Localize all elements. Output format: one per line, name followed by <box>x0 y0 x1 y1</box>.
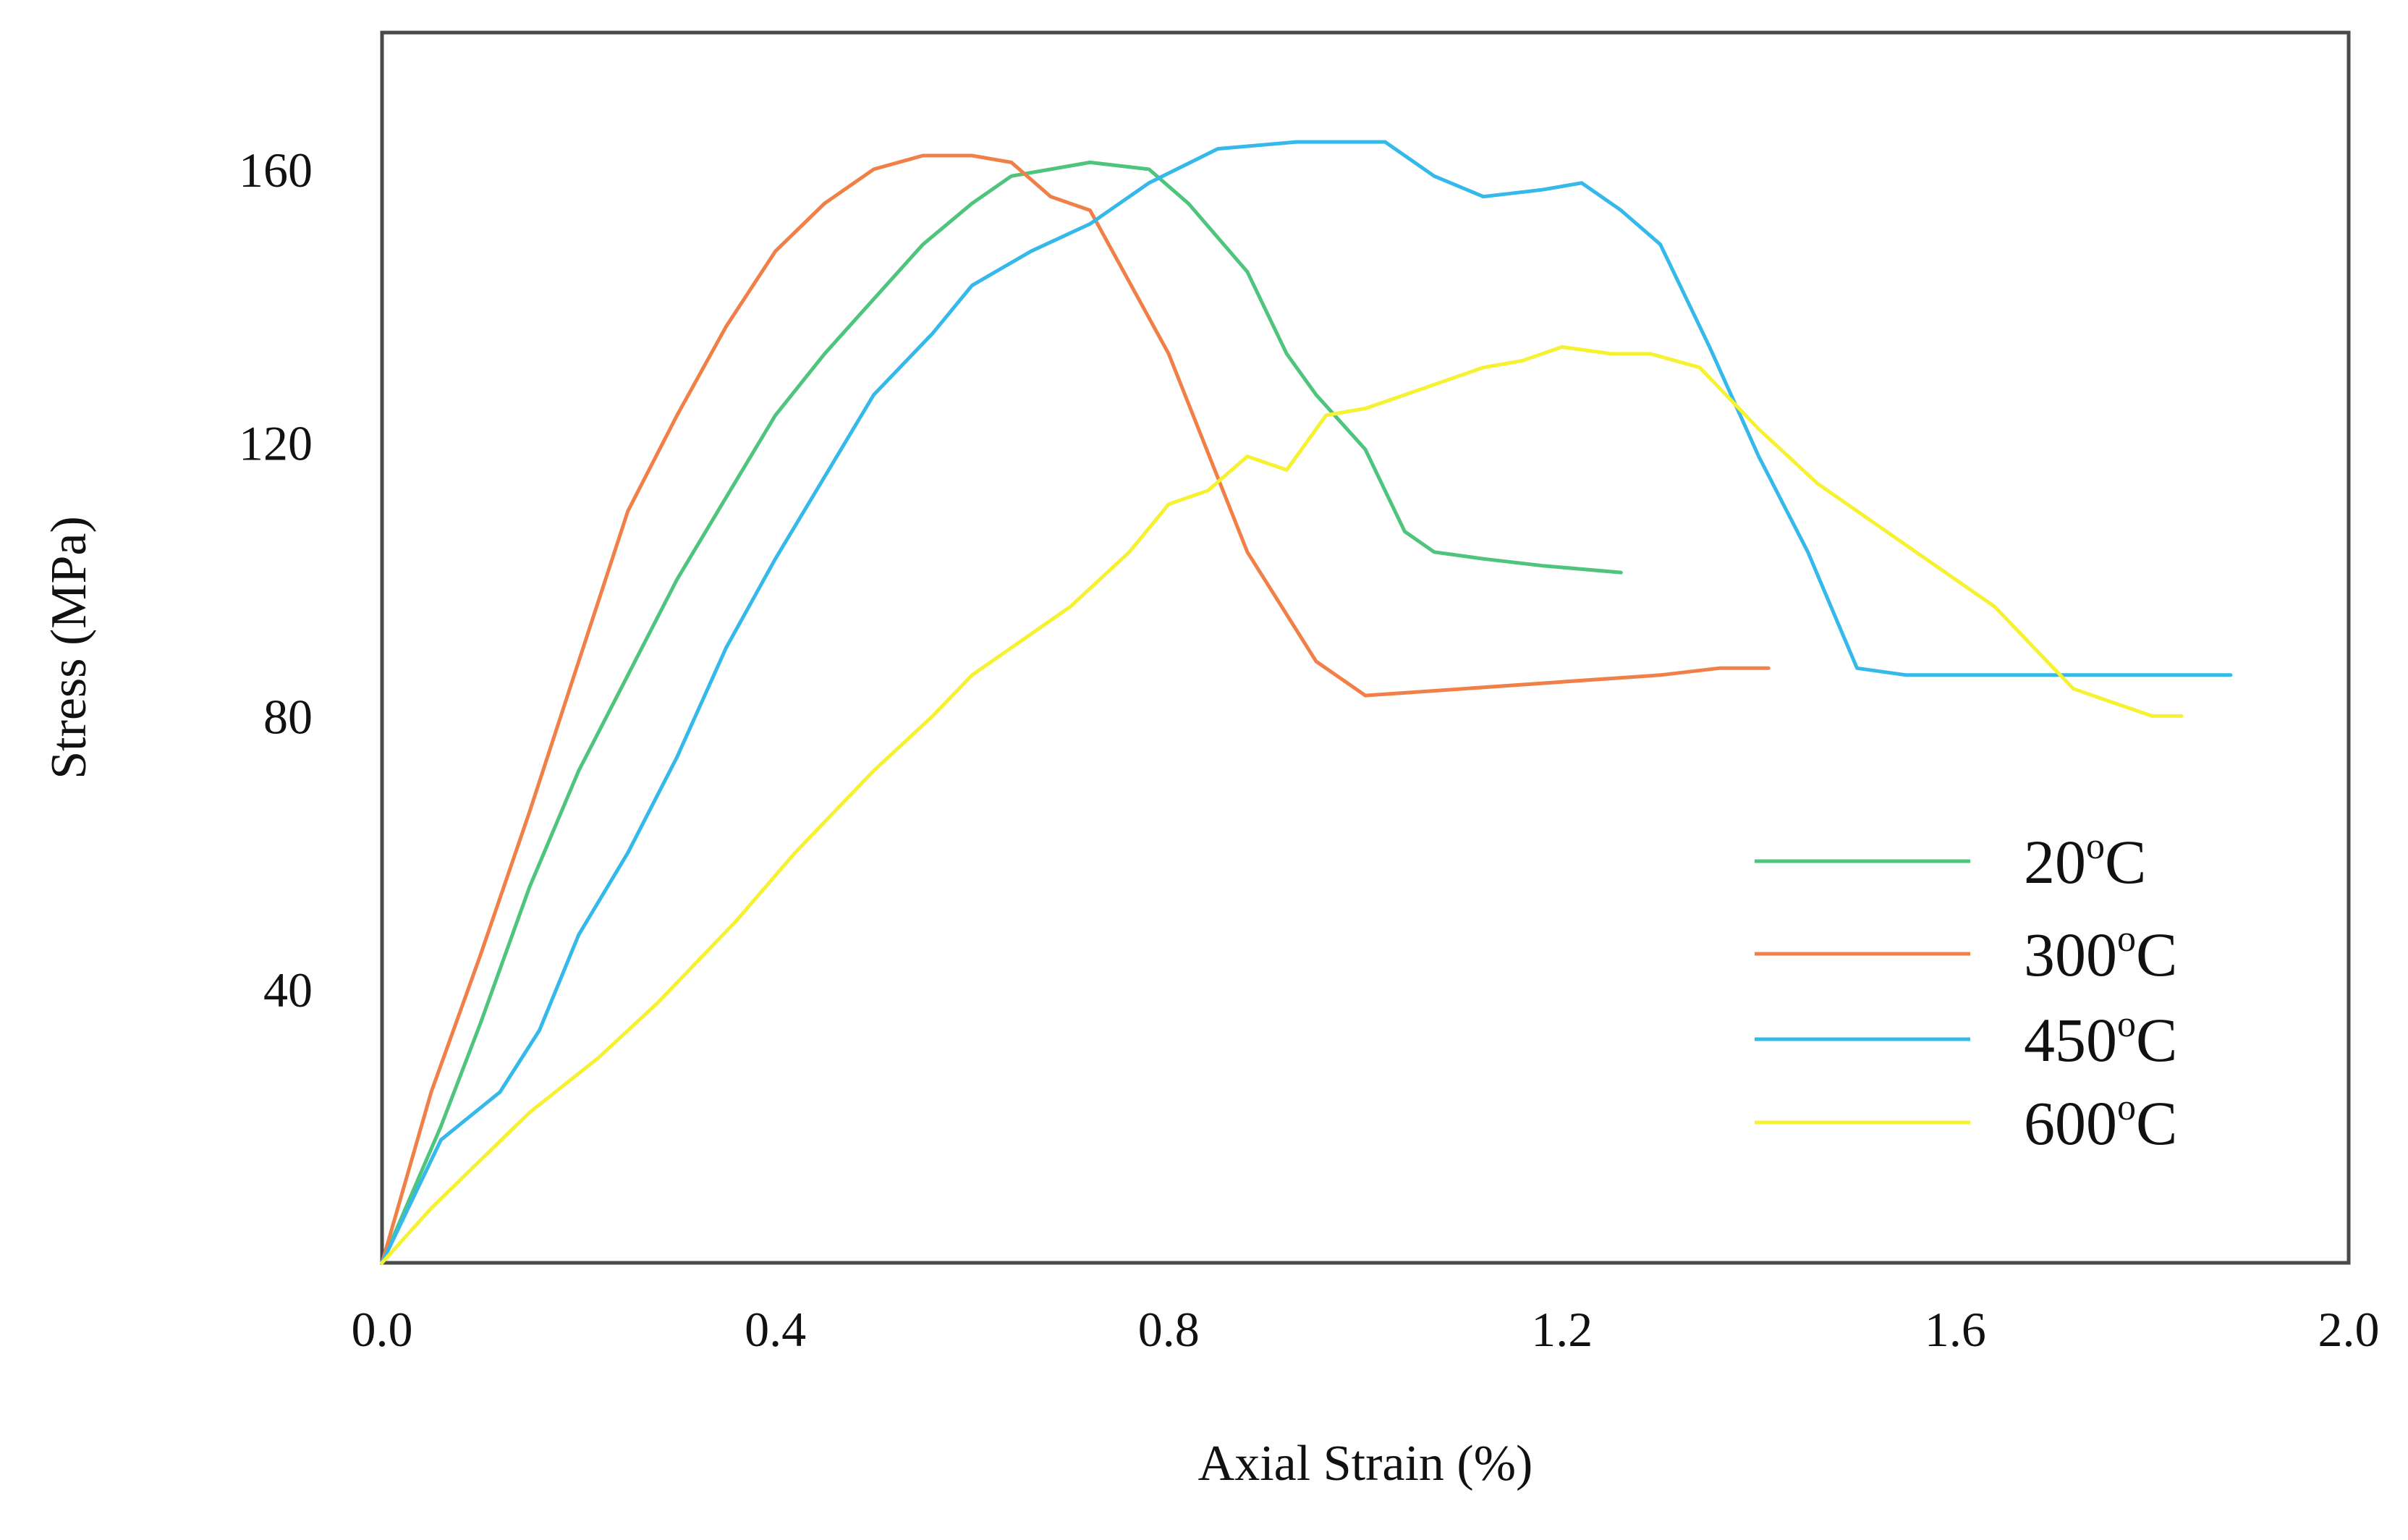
series-line-600c <box>380 344 2184 1265</box>
legend-label-value: 300 <box>2024 920 2117 989</box>
series-line-450c <box>380 140 2233 1265</box>
y-tick-label: 40 <box>263 962 313 1018</box>
legend-label-value: 450 <box>2024 1005 2117 1075</box>
y-axis-ticks: 40 80 120 160 <box>239 143 313 1018</box>
legend-label-unit: C <box>2136 1088 2177 1158</box>
x-tick-label: 0.8 <box>1138 1302 1200 1357</box>
x-axis-title: Axial Strain (%) <box>1198 1436 1533 1492</box>
series-lines <box>380 140 2233 1265</box>
legend-label: 600oC <box>2024 1087 2177 1158</box>
legend-label-degree: o <box>2117 1087 2136 1128</box>
legend-label-degree: o <box>2117 1004 2136 1045</box>
legend-item-300c: 300oC <box>1755 918 2177 989</box>
y-tick-label: 80 <box>263 689 313 744</box>
legend-item-20c: 20oC <box>1755 826 2146 897</box>
legend-label-value: 20 <box>2024 827 2086 897</box>
legend-label: 20oC <box>2024 826 2146 897</box>
legend-label: 450oC <box>2024 1004 2177 1075</box>
y-axis-title: Stress (MPa) <box>41 516 97 779</box>
series-line-300c <box>380 153 1771 1265</box>
legend-label-value: 600 <box>2024 1088 2117 1158</box>
y-tick-label: 160 <box>239 143 313 198</box>
legend-label-degree: o <box>2117 918 2136 960</box>
legend-item-450c: 450oC <box>1755 1004 2177 1075</box>
legend-label-unit: C <box>2136 1005 2177 1075</box>
y-tick-label: 120 <box>239 416 313 471</box>
x-axis-ticks: 0.0 0.4 0.8 1.2 1.6 2.0 <box>352 1302 2380 1357</box>
legend-label: 300oC <box>2024 918 2177 989</box>
series-line-20c <box>380 160 1623 1265</box>
x-tick-label: 0.0 <box>352 1302 413 1357</box>
x-tick-label: 2.0 <box>2318 1302 2380 1357</box>
legend-label-degree: o <box>2086 826 2105 867</box>
legend-item-600c: 600oC <box>1755 1087 2177 1158</box>
plot-area-frame <box>380 30 2351 1265</box>
x-tick-label: 1.6 <box>1925 1302 1986 1357</box>
legend-label-unit: C <box>2105 827 2146 897</box>
x-tick-label: 1.2 <box>1531 1302 1593 1357</box>
x-tick-label: 0.4 <box>745 1302 806 1357</box>
legend-label-unit: C <box>2136 920 2177 989</box>
